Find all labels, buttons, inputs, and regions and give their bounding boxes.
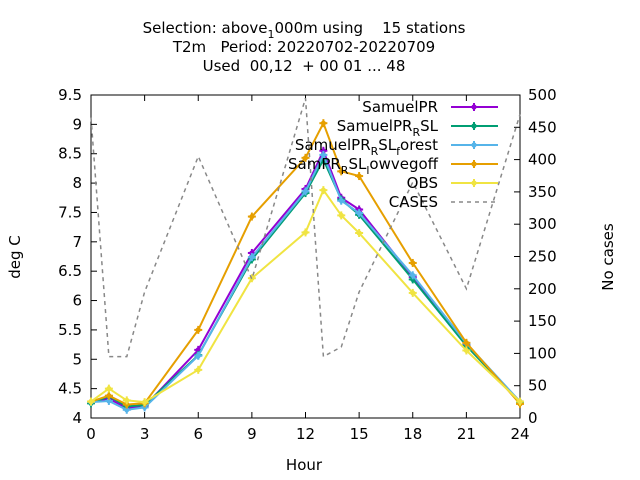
series-cases <box>90 97 521 358</box>
y-tick-label: 4 <box>72 409 82 427</box>
y-tick-label: 6.5 <box>58 262 82 280</box>
x-axis-label: Hour <box>286 456 323 474</box>
legend-item-samuelpr: SamuelPR <box>362 98 498 116</box>
title-line-3: Used 00,12 + 00 01 ... 48 <box>203 57 406 75</box>
y-axis-label: deg C <box>6 235 24 279</box>
series-line-cases <box>90 97 521 358</box>
data-point <box>140 398 149 407</box>
data-point <box>408 258 417 267</box>
y2-tick-label: 200 <box>528 280 557 298</box>
legend-label: SamuelPR <box>362 98 438 116</box>
series-samuelpr-rsl-forest <box>87 150 524 414</box>
x-tick-label: 9 <box>247 425 257 443</box>
data-point <box>355 172 364 181</box>
y-tick-label: 7 <box>72 233 82 251</box>
y2-tick-label: 300 <box>528 215 557 233</box>
data-point <box>301 228 310 237</box>
data-point <box>408 271 417 280</box>
x-tick-label: 0 <box>86 425 96 443</box>
title-line-2: T2m Period: 20220702-20220709 <box>172 38 435 56</box>
legend-label: OBS <box>407 174 438 192</box>
data-point <box>516 397 524 406</box>
data-point <box>462 338 471 347</box>
data-point <box>408 288 417 297</box>
series-obs <box>87 186 524 407</box>
data-point <box>337 167 346 176</box>
data-point <box>194 351 203 360</box>
y2-tick-label: 150 <box>528 312 557 330</box>
x-tick-label: 15 <box>350 425 369 443</box>
y2-tick-label: 400 <box>528 151 557 169</box>
data-point <box>337 211 346 220</box>
legend-item-samuelpr-rsl-forest: SamuelPRRSLforest <box>295 136 498 158</box>
y2-tick-label: 100 <box>528 344 557 362</box>
data-point <box>104 384 113 393</box>
data-point <box>337 196 346 205</box>
legend: SamuelPRSamuelPRRSLSamuelPRRSLforestSamP… <box>288 98 498 211</box>
data-point <box>355 229 364 238</box>
legend-marker <box>470 122 478 130</box>
y2-tick-label: 500 <box>528 86 557 104</box>
legend-item-obs: OBS <box>407 174 498 192</box>
legend-label: CASES <box>389 193 438 211</box>
y-tick-label: 5.5 <box>58 321 82 339</box>
series-samuelpr <box>87 146 524 413</box>
legend-item-sampr-rsl-lowvegoff: SamPRRSLlowvegoff <box>288 155 498 177</box>
y2-tick-label: 250 <box>528 248 557 266</box>
legend-marker <box>470 160 478 168</box>
y2-tick-label: 0 <box>528 409 538 427</box>
legend-marker <box>470 103 478 111</box>
legend-label: SamPRRSLlowvegoff <box>288 155 439 177</box>
x-tick-label: 21 <box>457 425 476 443</box>
y2-tick-label: 350 <box>528 183 557 201</box>
y-tick-label: 6 <box>72 292 82 310</box>
data-point <box>301 187 310 196</box>
data-point <box>194 365 203 374</box>
x-tick-label: 3 <box>140 425 150 443</box>
y-tick-label: 9 <box>72 115 82 133</box>
legend-item-cases: CASES <box>389 193 498 211</box>
legend-item-samuelpr-rsl: SamuelPRRSL <box>337 117 498 139</box>
data-point <box>87 397 95 406</box>
title-line-1: Selection: above1000m using 15 stations <box>143 19 466 41</box>
y-tick-label: 9.5 <box>58 86 82 104</box>
x-tick-label: 24 <box>510 425 529 443</box>
y2-axis-label: No cases <box>599 223 617 291</box>
data-point <box>247 212 256 221</box>
y-tick-label: 7.5 <box>58 203 82 221</box>
data-point <box>122 396 131 405</box>
x-tick-label: 12 <box>296 425 315 443</box>
x-tick-label: 6 <box>193 425 203 443</box>
data-point <box>319 186 328 195</box>
series-line-obs <box>90 188 521 404</box>
series-sampr-rsl-lowvegoff <box>87 119 524 409</box>
y2-tick-label: 450 <box>528 118 557 136</box>
data-point <box>462 346 471 355</box>
data-point <box>319 150 328 159</box>
y2-tick-label: 50 <box>528 377 547 395</box>
chart-title: Selection: above1000m using 15 stations … <box>143 19 466 75</box>
series-layer <box>87 97 524 414</box>
y-tick-label: 8 <box>72 174 82 192</box>
legend-label: SamuelPRRSLforest <box>295 136 438 158</box>
legend-marker <box>470 179 478 187</box>
data-point <box>355 209 364 218</box>
y-tick-label: 4.5 <box>58 380 82 398</box>
x-tick-label: 18 <box>403 425 422 443</box>
y-tick-label: 8.5 <box>58 145 82 163</box>
axes: 0 3 6 9 12 15 18 21 24 4 4.5 5 5.5 6 6.5 7 7.5 8 8.5 9 9.5 0 5… <box>58 86 557 443</box>
legend-marker <box>470 141 478 149</box>
data-point <box>247 253 256 262</box>
data-point <box>319 119 328 128</box>
data-point <box>194 325 203 334</box>
data-point <box>301 153 310 162</box>
data-point <box>104 391 113 400</box>
y-tick-label: 5 <box>72 350 82 368</box>
legend-label: SamuelPRRSL <box>337 117 439 139</box>
